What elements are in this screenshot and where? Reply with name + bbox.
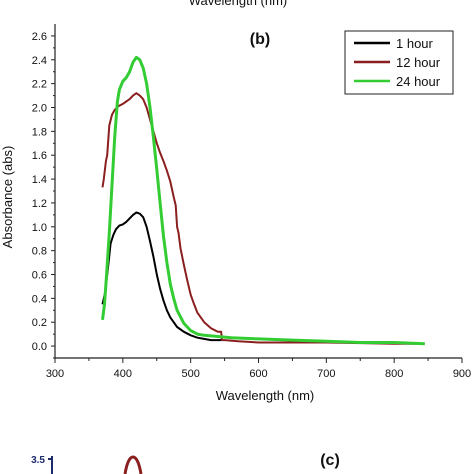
series-line-24-hour [101,55,425,346]
x-tick-label: 700 [317,368,335,380]
y-tick-label: 2.6 [32,31,47,43]
x-tick-label: 500 [181,368,199,380]
x-tick-label: 800 [385,368,403,380]
legend-label: 12 hour [396,55,441,70]
x-tick-label: 300 [46,368,64,380]
top-axis-title-fragment: Wavelength (nm) [189,0,288,8]
y-axis-title: Absorbance (abs) [0,146,15,249]
y-tick-label: 0.2 [32,317,47,329]
series-line-1-hour [101,211,222,342]
y-tick-label: 1.2 [32,198,47,210]
y-tick-label: 0.8 [32,246,47,258]
y-tick-label: 2.0 [32,103,47,115]
y-tick-label: 2.2 [32,79,47,91]
legend-label: 24 hour [396,74,441,89]
y-tick-label: 1.0 [32,222,47,234]
y-tick-label: 1.4 [32,174,47,186]
series-line-12-hour [101,92,425,345]
y-tick-label: 1.8 [32,126,47,138]
y-tick-label: 0.4 [32,293,47,305]
panel-b-label: (b) [250,31,270,48]
y-tick-label: 1.6 [32,150,47,162]
series-lines [101,55,425,346]
panel-b-chart: 0.0 0.2 0.4 0.6 0.8 1.0 1.2 1.4 1.6 1.8 2.0 2.2 2.4 2… [0,24,471,403]
x-tick-label: 600 [249,368,267,380]
x-axis-title: Wavelength (nm) [216,388,315,403]
panel-c-fragment: 3.5 (c) [31,452,340,474]
y-tick-label: 0.6 [32,270,47,282]
legend-label: 1 hour [396,36,434,51]
y-tick-label: 0.0 [32,341,47,353]
panel-c-ytick-top: 3.5 [31,455,45,466]
y-tick-label: 2.4 [32,55,47,67]
legend: 1 hour 12 hour 24 hour [344,30,454,95]
x-tick-label: 900 [453,368,471,380]
panel-c-curve-peak [123,455,143,474]
x-tick-label: 400 [114,368,132,380]
x-axis: 300 400 500 600 700 800 900 [46,358,471,380]
panel-c-label: (c) [320,452,340,469]
y-axis: 0.0 0.2 0.4 0.6 0.8 1.0 1.2 1.4 1.6 1.8 2.0 2.2 2.4 2… [32,31,55,359]
